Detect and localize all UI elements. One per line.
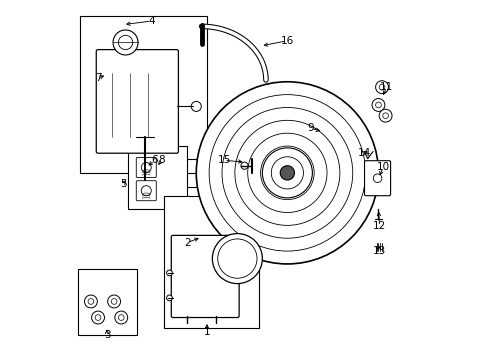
Circle shape xyxy=(141,162,151,172)
Circle shape xyxy=(111,298,117,304)
Text: 15: 15 xyxy=(217,156,230,165)
Text: 1: 1 xyxy=(203,327,210,337)
Circle shape xyxy=(113,30,138,55)
Circle shape xyxy=(371,99,384,111)
FancyBboxPatch shape xyxy=(364,161,390,196)
Bar xyxy=(80,16,206,173)
Circle shape xyxy=(378,109,391,122)
Circle shape xyxy=(382,113,387,118)
Circle shape xyxy=(196,82,378,264)
Text: 9: 9 xyxy=(306,123,313,133)
FancyBboxPatch shape xyxy=(96,50,178,153)
Circle shape xyxy=(209,95,365,251)
Circle shape xyxy=(212,234,262,284)
Circle shape xyxy=(217,239,257,278)
Text: 8: 8 xyxy=(158,156,164,165)
Circle shape xyxy=(247,133,326,212)
Circle shape xyxy=(241,162,247,169)
Circle shape xyxy=(118,35,132,50)
Text: 11: 11 xyxy=(379,82,392,92)
Circle shape xyxy=(262,148,312,198)
Circle shape xyxy=(280,166,294,180)
Circle shape xyxy=(84,295,97,308)
Text: 4: 4 xyxy=(148,16,155,26)
Circle shape xyxy=(260,146,313,200)
FancyBboxPatch shape xyxy=(171,235,239,318)
Text: 16: 16 xyxy=(280,36,293,46)
Circle shape xyxy=(378,84,384,90)
FancyBboxPatch shape xyxy=(136,181,156,201)
Circle shape xyxy=(222,108,352,238)
Circle shape xyxy=(191,102,201,111)
Text: 7: 7 xyxy=(95,73,101,83)
Text: 12: 12 xyxy=(372,221,386,231)
Text: 3: 3 xyxy=(103,330,110,341)
Circle shape xyxy=(372,174,381,183)
Circle shape xyxy=(118,315,124,320)
Circle shape xyxy=(166,295,172,301)
FancyBboxPatch shape xyxy=(136,157,156,177)
Circle shape xyxy=(271,157,303,189)
Circle shape xyxy=(107,295,121,308)
Circle shape xyxy=(141,186,151,196)
Circle shape xyxy=(88,298,94,304)
Circle shape xyxy=(115,311,127,324)
Text: 2: 2 xyxy=(183,238,190,248)
Text: 10: 10 xyxy=(376,162,389,172)
Bar xyxy=(128,146,187,208)
Circle shape xyxy=(91,311,104,324)
Circle shape xyxy=(375,81,387,94)
Text: 5: 5 xyxy=(120,179,126,189)
Bar xyxy=(78,269,137,336)
Text: 14: 14 xyxy=(357,148,370,158)
Circle shape xyxy=(95,315,101,320)
Text: 6: 6 xyxy=(151,156,158,165)
Circle shape xyxy=(375,102,381,108)
Circle shape xyxy=(234,120,339,225)
Circle shape xyxy=(166,270,172,276)
Bar xyxy=(164,196,258,328)
Text: 13: 13 xyxy=(372,247,386,256)
